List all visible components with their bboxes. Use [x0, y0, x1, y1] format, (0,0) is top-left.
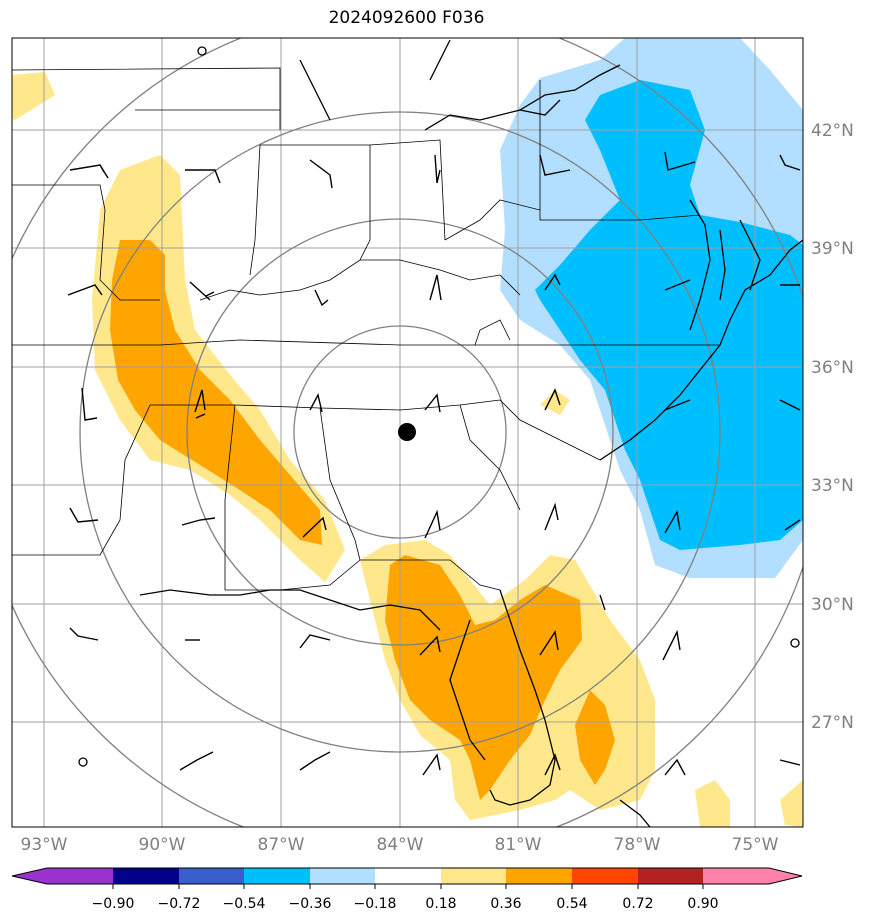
graticule — [12, 38, 803, 827]
colorbar-tick-label: 0.54 — [556, 896, 587, 912]
blue-region — [535, 80, 803, 550]
colorbar-seg — [703, 868, 769, 884]
colorbar-tick-label: 0.18 — [425, 896, 456, 912]
colorbar-tick-label: 0.90 — [687, 896, 718, 912]
colorbar-seg — [244, 868, 310, 884]
plot-title: 2024092600 F036 — [328, 8, 485, 28]
colorbar-tick-label: 0.36 — [490, 896, 521, 912]
lat-label: 33°N — [811, 476, 854, 496]
orange-region-florida — [385, 555, 615, 800]
colorbar-seg — [441, 868, 506, 884]
colorbar-seg — [179, 868, 244, 884]
lon-label: 84°W — [377, 835, 424, 855]
map-area — [12, 38, 803, 827]
colorbar-seg — [506, 868, 572, 884]
lat-label: 27°N — [811, 713, 854, 733]
lat-label: 30°N — [811, 595, 854, 615]
lat-label: 42°N — [811, 121, 854, 141]
colorbar-seg — [375, 868, 441, 884]
range-rings — [12, 38, 803, 827]
small-ring-marker — [78, 757, 88, 767]
colorbar-tick-label: −0.54 — [223, 896, 266, 912]
colorbar-seg — [12, 868, 47, 884]
colorbar-seg — [47, 868, 113, 884]
wind-barbs — [67, 151, 801, 776]
colorbar-seg — [638, 868, 703, 884]
colorbar-tick-label: −0.36 — [289, 896, 332, 912]
colorbar-seg — [769, 868, 802, 884]
colorbar-seg — [572, 868, 638, 884]
small-ring-marker — [197, 46, 207, 56]
lon-label: 81°W — [495, 835, 542, 855]
state-borders — [12, 67, 720, 591]
lon-label: 93°W — [21, 835, 68, 855]
lat-label: 36°N — [811, 358, 854, 378]
colorbar-seg — [113, 868, 179, 884]
lat-label: 39°N — [811, 239, 854, 259]
lon-label: 78°W — [614, 835, 661, 855]
small-ring-marker — [790, 638, 800, 648]
colorbar-tick-label: −0.90 — [92, 896, 135, 912]
center-point-marker — [398, 423, 416, 441]
colorbar-outline — [11, 867, 803, 885]
coastlines — [139, 39, 803, 827]
colorbar-tick-label: 0.72 — [622, 896, 653, 912]
orange-region-west — [110, 240, 322, 545]
lon-label: 75°W — [732, 835, 779, 855]
longitude-labels: 93°W 90°W 87°W 84°W 81°W 78°W 75°W — [21, 835, 779, 855]
colorbar-seg — [310, 868, 375, 884]
colorbar-tick-label: −0.72 — [158, 896, 201, 912]
colorbar-tick-label: −0.18 — [354, 896, 397, 912]
latitude-labels: 42°N 39°N 36°N 33°N 30°N 27°N — [811, 121, 854, 733]
map-frame — [11, 37, 804, 828]
lon-label: 90°W — [139, 835, 186, 855]
colorbar: −0.90 −0.72 −0.54 −0.36 −0.18 0.18 0.36 … — [11, 867, 803, 912]
lon-label: 87°W — [258, 835, 305, 855]
